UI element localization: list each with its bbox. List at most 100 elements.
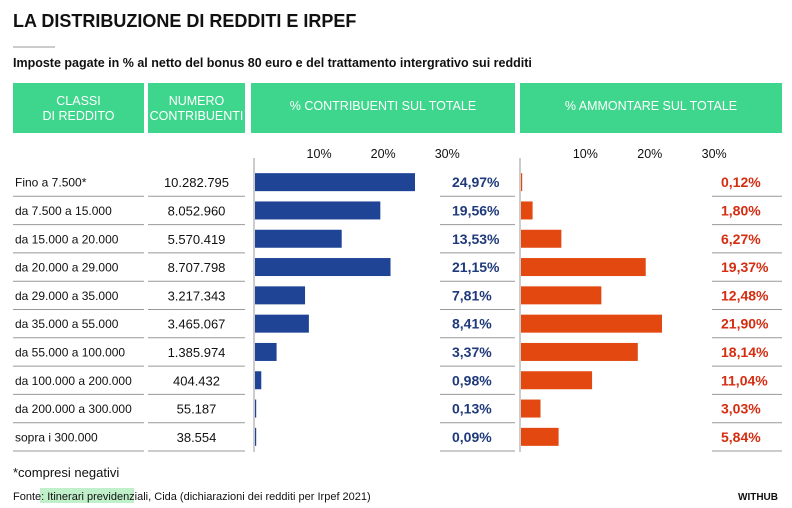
source-highlight-bg [40, 488, 134, 503]
count-value: 404.432 [173, 373, 220, 388]
data-label-ammontare: 3,03% [721, 401, 761, 417]
header-classi-line-2: DI REDDITO [43, 109, 115, 123]
data-rows: Fino a 7.500* 10.282.795 24,97% 0,12% da 7.5… [13, 173, 782, 452]
tick-label-ammontare: 20% [637, 147, 662, 161]
count-value: 3.465.067 [168, 317, 226, 332]
table-row: Fino a 7.500* 10.282.795 24,97% 0,12% [13, 173, 782, 197]
column-headers: CLASSI DI REDDITO NUMERO CONTRIBUENTI % CO… [13, 83, 782, 133]
bar-contribuenti [255, 399, 257, 418]
data-label-ammontare: 19,37% [721, 259, 769, 275]
tick-label-contribuenti: 20% [371, 147, 396, 161]
category-label: da 55.000 a 100.000 [15, 345, 125, 359]
tick-label-contribuenti: 10% [307, 147, 332, 161]
header-numero-line-2: CONTRIBUENTI [150, 109, 244, 123]
header-contribuenti-label: % CONTRIBUENTI SUL TOTALE [290, 99, 476, 113]
table-row: da 29.000 a 35.000 3.217.343 7,81% 12,48% [13, 286, 782, 310]
tick-label-ammontare: 30% [702, 147, 727, 161]
bar-contribuenti [255, 229, 342, 248]
data-label-ammontare: 12,48% [721, 287, 769, 303]
category-label: da 35.000 a 55.000 [15, 317, 119, 331]
header-classi-label: CLASSI DI REDDITO [43, 94, 115, 123]
category-label: sopra i 300.000 [15, 430, 98, 444]
count-value: 55.187 [177, 402, 217, 417]
bar-contribuenti [255, 371, 262, 390]
count-value: 38.554 [177, 430, 217, 445]
brand-logo: WITHUB [738, 492, 778, 503]
source-prefix: Fonte: [13, 491, 47, 503]
bar-contribuenti [255, 427, 257, 446]
data-label-ammontare: 0,12% [721, 174, 761, 190]
table-row: da 7.500 a 15.000 8.052.960 19,56% 1,80% [13, 201, 782, 226]
source-rest: Cida (dichiarazioni dei redditi per Irpe… [151, 491, 371, 503]
category-label: da 100.000 a 200.000 [15, 374, 132, 388]
bar-contribuenti [255, 342, 277, 361]
bar-ammontare [521, 258, 646, 277]
data-label-contribuenti: 13,53% [452, 231, 500, 247]
count-value: 8.707.798 [168, 260, 226, 275]
table-row: da 100.000 a 200.000 404.432 0,98% 11,04% [13, 371, 782, 395]
header-contribuenti-box [251, 83, 515, 133]
tick-label-ammontare: 10% [573, 147, 598, 161]
footnote: *compresi negativi [13, 465, 119, 480]
table-row: da 15.000 a 20.000 5.570.419 13,53% 6,27% [13, 229, 782, 254]
header-classi-line-1: CLASSI [56, 94, 100, 108]
data-label-contribuenti: 7,81% [452, 287, 492, 303]
count-value: 3.217.343 [168, 288, 226, 303]
chart-subtitle: Imposte pagate in % al netto del bonus 8… [13, 56, 532, 70]
bar-contribuenti [255, 286, 306, 305]
bar-contribuenti [255, 258, 391, 277]
category-label: da 200.000 a 300.000 [15, 402, 132, 416]
category-label: Fino a 7.500* [15, 176, 87, 190]
source-highlight: Itinerari previdenziali, [47, 491, 151, 503]
table-row: da 200.000 a 300.000 55.187 0,13% 3,03% [13, 399, 782, 424]
table-row: da 55.000 a 100.000 1.385.974 3,37% 18,14% [13, 342, 782, 367]
bar-ammontare [521, 173, 523, 192]
bar-ammontare [521, 342, 638, 361]
category-label: da 7.500 a 15.000 [15, 204, 112, 218]
category-label: da 20.000 a 29.000 [15, 261, 119, 275]
data-label-contribuenti: 24,97% [452, 174, 500, 190]
header-numero-box [148, 83, 245, 133]
bar-contribuenti [255, 173, 415, 192]
data-label-contribuenti: 21,15% [452, 259, 500, 275]
bar-ammontare [521, 229, 562, 248]
bar-ammontare [521, 201, 533, 220]
data-label-ammontare: 5,84% [721, 429, 761, 445]
category-label: da 15.000 a 20.000 [15, 232, 119, 246]
count-value: 10.282.795 [164, 175, 229, 190]
count-value: 5.570.419 [168, 232, 226, 247]
data-label-contribuenti: 3,37% [452, 344, 492, 360]
data-label-ammontare: 21,90% [721, 316, 769, 332]
category-label: da 29.000 a 35.000 [15, 289, 119, 303]
table-row: da 20.000 a 29.000 8.707.798 21,15% 19,37% [13, 258, 782, 282]
data-label-ammontare: 6,27% [721, 231, 761, 247]
bar-ammontare [521, 314, 662, 333]
bar-contribuenti [255, 314, 309, 333]
count-value: 8.052.960 [168, 203, 226, 218]
data-label-ammontare: 11,04% [721, 372, 768, 388]
chart-title: LA DISTRIBUZIONE DI REDDITI E IRPEF [13, 11, 356, 31]
table-row: da 35.000 a 55.000 3.465.067 8,41% 21,90% [13, 314, 782, 339]
header-numero-label: NUMERO CONTRIBUENTI [150, 94, 244, 123]
data-label-contribuenti: 0,09% [452, 429, 492, 445]
table-row: sopra i 300.000 38.554 0,09% 5,84% [13, 427, 782, 452]
axis-ticks: 10% 10% 20% 20% 30% 30% [253, 147, 727, 452]
data-label-contribuenti: 19,56% [452, 202, 500, 218]
header-numero-line-1: NUMERO [169, 94, 225, 108]
bar-ammontare [521, 427, 559, 446]
data-label-ammontare: 18,14% [721, 344, 769, 360]
bar-ammontare [521, 371, 593, 390]
data-label-contribuenti: 0,98% [452, 372, 492, 388]
data-label-contribuenti: 8,41% [452, 316, 492, 332]
bar-contribuenti [255, 201, 381, 220]
bar-ammontare [521, 399, 541, 418]
data-label-contribuenti: 0,13% [452, 401, 492, 417]
tick-label-contribuenti: 30% [435, 147, 460, 161]
header-ammontare-label: % AMMONTARE SUL TOTALE [565, 99, 737, 113]
header-ammontare-box [520, 83, 782, 133]
count-value: 1.385.974 [168, 345, 226, 360]
bar-ammontare [521, 286, 602, 305]
source-line: Fonte: Itinerari previdenziali, Cida (di… [13, 491, 371, 503]
header-classi-box [13, 83, 144, 133]
